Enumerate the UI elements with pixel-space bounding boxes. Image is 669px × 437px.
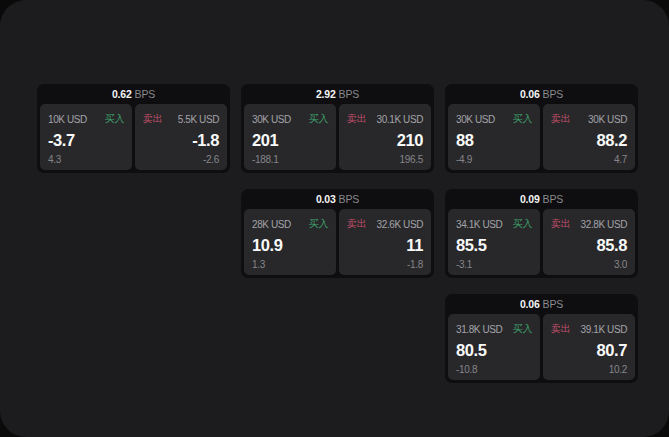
buy-delta: -10.8: [456, 364, 532, 375]
sell-label: 卖出: [347, 112, 366, 126]
buy-delta: -3.1: [456, 259, 532, 270]
sell-amount: 30K USD: [588, 114, 627, 125]
bps-header: 0.62 BPS: [40, 84, 227, 104]
bps-value: 2.92: [316, 88, 336, 100]
sell-panel[interactable]: 卖出 39.1K USD 80.7 10.2: [543, 314, 635, 380]
buy-price: 85.5: [456, 236, 532, 255]
bps-unit: BPS: [543, 88, 563, 100]
buy-label: 买入: [513, 217, 532, 231]
sell-label: 卖出: [347, 217, 366, 231]
bps-value: 0.06: [520, 88, 540, 100]
sell-price: 11: [347, 236, 423, 255]
quote-card: 0.06 BPS 31.8K USD 买入 80.5 -10.8 卖出 39.1…: [445, 294, 638, 383]
buy-panel[interactable]: 28K USD 买入 10.9 1.3: [244, 209, 336, 275]
quote-panels: 30K USD 买入 88 -4.9 卖出 30K USD 88.2 4.7: [448, 104, 635, 170]
sell-panel[interactable]: 卖出 5.5K USD -1.8 -2.6: [135, 104, 227, 170]
buy-label: 买入: [309, 112, 328, 126]
sell-price: 85.8: [551, 236, 627, 255]
buy-price: 10.9: [252, 236, 328, 255]
buy-panel[interactable]: 31.8K USD 买入 80.5 -10.8: [448, 314, 540, 380]
buy-amount: 28K USD: [252, 219, 291, 230]
sell-delta: 10.2: [551, 364, 627, 375]
buy-label: 买入: [513, 112, 532, 126]
sell-panel[interactable]: 卖出 30.1K USD 210 196.5: [339, 104, 431, 170]
buy-amount: 34.1K USD: [456, 219, 502, 230]
quote-card: 0.62 BPS 10K USD 买入 -3.7 4.3 卖出 5.5K USD: [37, 84, 230, 173]
bps-unit: BPS: [135, 88, 155, 100]
sell-label: 卖出: [143, 112, 162, 126]
bps-header: 0.09 BPS: [448, 189, 635, 209]
sell-label: 卖出: [551, 112, 570, 126]
buy-price: -3.7: [48, 131, 124, 150]
quote-panels: 34.1K USD 买入 85.5 -3.1 卖出 32.8K USD 85.8…: [448, 209, 635, 275]
quote-card: 2.92 BPS 30K USD 买入 201 -188.1 卖出 30.1K …: [241, 84, 434, 173]
sell-delta: 3.0: [551, 259, 627, 270]
bps-header: 0.03 BPS: [244, 189, 431, 209]
sell-price: 210: [347, 131, 423, 150]
buy-delta: -188.1: [252, 154, 328, 165]
sell-delta: 4.7: [551, 154, 627, 165]
bps-unit: BPS: [543, 193, 563, 205]
sell-delta: -1.8: [347, 259, 423, 270]
buy-panel[interactable]: 30K USD 买入 201 -188.1: [244, 104, 336, 170]
bps-unit: BPS: [543, 298, 563, 310]
buy-panel[interactable]: 10K USD 买入 -3.7 4.3: [40, 104, 132, 170]
bps-header: 0.06 BPS: [448, 294, 635, 314]
quote-panels: 28K USD 买入 10.9 1.3 卖出 32.6K USD 11 -1.8: [244, 209, 431, 275]
bps-unit: BPS: [339, 88, 359, 100]
buy-price: 201: [252, 131, 328, 150]
sell-amount: 30.1K USD: [377, 114, 423, 125]
buy-delta: 4.3: [48, 154, 124, 165]
sell-price: 80.7: [551, 341, 627, 360]
sell-delta: 196.5: [347, 154, 423, 165]
bps-value: 0.62: [112, 88, 132, 100]
bps-value: 0.03: [316, 193, 336, 205]
quotes-grid: 0.62 BPS 10K USD 买入 -3.7 4.3 卖出 5.5K USD: [37, 84, 638, 383]
buy-label: 买入: [309, 217, 328, 231]
buy-amount: 30K USD: [456, 114, 495, 125]
bps-value: 0.06: [520, 298, 540, 310]
buy-panel[interactable]: 34.1K USD 买入 85.5 -3.1: [448, 209, 540, 275]
bps-header: 0.06 BPS: [448, 84, 635, 104]
buy-delta: -4.9: [456, 154, 532, 165]
bps-header: 2.92 BPS: [244, 84, 431, 104]
sell-amount: 32.6K USD: [377, 219, 423, 230]
sell-price: -1.8: [143, 131, 219, 150]
sell-price: 88.2: [551, 131, 627, 150]
buy-price: 80.5: [456, 341, 532, 360]
sell-panel[interactable]: 卖出 32.6K USD 11 -1.8: [339, 209, 431, 275]
sell-label: 卖出: [551, 322, 570, 336]
sell-amount: 39.1K USD: [581, 324, 627, 335]
buy-amount: 31.8K USD: [456, 324, 502, 335]
quote-card: 0.03 BPS 28K USD 买入 10.9 1.3 卖出 32.6K US…: [241, 189, 434, 278]
sell-panel[interactable]: 卖出 30K USD 88.2 4.7: [543, 104, 635, 170]
app-window: 0.62 BPS 10K USD 买入 -3.7 4.3 卖出 5.5K USD: [0, 0, 669, 437]
sell-panel[interactable]: 卖出 32.8K USD 85.8 3.0: [543, 209, 635, 275]
quote-card: 0.06 BPS 30K USD 买入 88 -4.9 卖出 30K USD: [445, 84, 638, 173]
buy-amount: 30K USD: [252, 114, 291, 125]
quote-panels: 10K USD 买入 -3.7 4.3 卖出 5.5K USD -1.8 -2.…: [40, 104, 227, 170]
buy-label: 买入: [513, 322, 532, 336]
quote-panels: 31.8K USD 买入 80.5 -10.8 卖出 39.1K USD 80.…: [448, 314, 635, 380]
buy-panel[interactable]: 30K USD 买入 88 -4.9: [448, 104, 540, 170]
quote-panels: 30K USD 买入 201 -188.1 卖出 30.1K USD 210 1…: [244, 104, 431, 170]
quote-card: 0.09 BPS 34.1K USD 买入 85.5 -3.1 卖出 32.8K…: [445, 189, 638, 278]
buy-price: 88: [456, 131, 532, 150]
buy-label: 买入: [105, 112, 124, 126]
bps-value: 0.09: [520, 193, 540, 205]
buy-amount: 10K USD: [48, 114, 87, 125]
sell-amount: 32.8K USD: [581, 219, 627, 230]
bps-unit: BPS: [339, 193, 359, 205]
sell-delta: -2.6: [143, 154, 219, 165]
sell-label: 卖出: [551, 217, 570, 231]
buy-delta: 1.3: [252, 259, 328, 270]
sell-amount: 5.5K USD: [178, 114, 219, 125]
